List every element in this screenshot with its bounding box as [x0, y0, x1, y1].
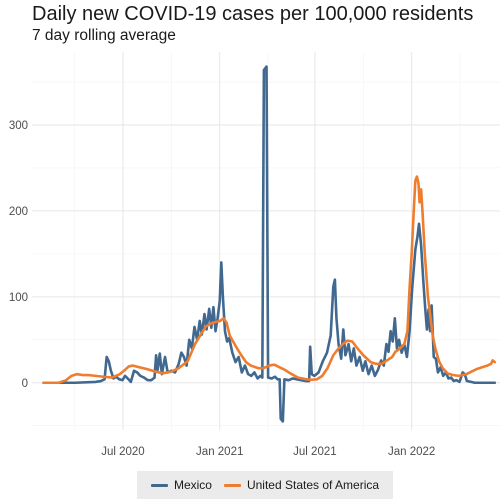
chart-title: Daily new COVID-19 cases per 100,000 res… [32, 3, 474, 25]
x-tick-label: Jul 2020 [101, 446, 144, 458]
y-tick-label: 300 [9, 120, 28, 132]
series-layer [42, 65, 497, 423]
y-tick-label: 0 [22, 378, 28, 390]
series-line-mexico [42, 65, 497, 423]
x-tick-label: Jan 2022 [388, 446, 435, 458]
legend: Mexico United States of America [137, 471, 393, 499]
chart-subtitle: 7 day rolling average [32, 27, 176, 44]
legend-label-usa: United States of America [246, 478, 380, 492]
series-line-united-states-of-america [42, 175, 497, 385]
y-tick-label: 200 [9, 206, 28, 218]
legend-label-mexico: Mexico [173, 478, 212, 492]
legend-item-usa: United States of America [223, 478, 380, 492]
legend-key-usa [223, 483, 241, 487]
legend-key-mexico [150, 483, 168, 487]
x-tick-label: Jan 2021 [196, 446, 243, 458]
y-axis-tick-labels: 0 100 200 300 [9, 120, 28, 390]
y-tick-label: 100 [9, 292, 28, 304]
x-tick-label: Jul 2021 [293, 446, 336, 458]
legend-item-mexico: Mexico [150, 478, 212, 492]
x-axis-tick-labels: Jul 2020 Jan 2021 Jul 2021 Jan 2022 [101, 446, 435, 458]
